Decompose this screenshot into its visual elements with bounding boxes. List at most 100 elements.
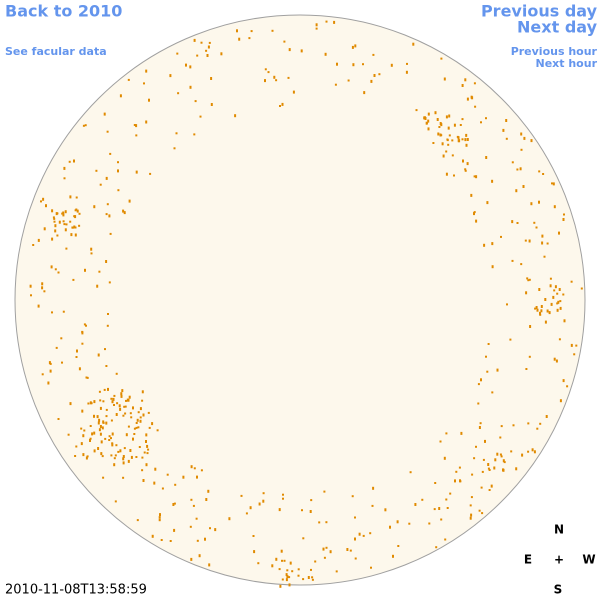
facula [522,185,525,188]
facula [141,469,144,472]
facula [250,30,253,33]
facula [158,518,161,522]
facula [127,398,130,402]
facula [145,433,148,437]
facula [510,450,513,453]
facula [122,461,125,465]
facula [558,338,561,341]
facula [113,463,116,467]
facula [455,470,458,473]
facula [291,570,294,573]
previous-day-link[interactable]: Previous day [481,2,598,21]
facula [477,383,480,386]
facula [204,537,206,541]
facula [323,490,326,493]
back-link[interactable]: Back to 2010 [5,2,122,21]
facula [491,265,494,269]
facula [122,476,125,479]
facula [282,493,284,496]
facula [424,117,427,120]
next-day-link[interactable]: Next day [517,18,598,37]
facula [205,498,208,501]
facula [169,540,172,542]
facula [73,225,76,229]
facula [496,452,499,456]
facula [37,238,40,242]
facula [491,242,494,246]
facula [444,538,447,541]
facula [373,74,376,77]
facula [475,175,478,179]
facula [435,546,438,549]
facula [193,467,196,470]
facula [60,337,63,340]
facula [500,455,503,458]
facula [481,470,484,473]
facula [127,425,130,428]
facula [533,450,536,454]
facula [109,232,112,235]
facula [370,566,372,569]
compass-west: W [582,553,595,567]
facula [196,539,199,542]
facula [166,473,169,476]
facula [89,439,91,442]
facula [289,561,292,565]
facula [105,415,108,418]
facula [271,564,274,568]
next-hour-link[interactable]: Next hour [536,57,598,70]
facula [487,463,490,466]
facula [493,466,496,470]
facula [108,214,111,218]
facula [329,550,332,554]
previous-hour-link[interactable]: Previous hour [511,45,598,58]
facula [110,419,113,422]
facula [390,63,393,67]
facula [550,302,553,306]
facula [120,394,123,398]
facula [93,205,96,209]
facula [62,220,65,223]
facula [123,447,126,450]
facula [553,289,556,292]
facula [75,445,78,448]
facula [73,215,76,218]
facula [200,469,203,472]
facula [538,200,540,204]
facula [196,54,199,57]
facula [161,487,164,490]
facula [67,433,70,436]
facula [54,268,57,271]
facula [111,432,114,436]
facula [138,446,141,448]
facula [354,44,357,48]
facula [74,455,77,457]
facula [335,570,338,573]
facula [570,280,573,283]
facula [539,422,542,425]
facula [275,557,278,561]
facula [282,497,284,500]
facula [273,75,276,79]
facula [100,440,103,444]
facula [555,359,558,363]
facular-link[interactable]: See facular data [5,45,107,58]
facula [145,120,148,124]
facula [264,79,266,83]
facula [206,54,209,57]
facula [459,124,462,126]
facula [148,98,150,102]
facula [559,306,562,310]
facula [249,506,252,510]
facula [105,365,108,367]
facula [135,456,138,458]
facula [389,525,391,529]
facula [384,508,387,512]
facula [86,455,89,458]
facula [408,522,411,525]
facula [238,37,241,41]
facula [471,473,474,476]
facula [427,127,430,131]
facula [87,402,90,405]
